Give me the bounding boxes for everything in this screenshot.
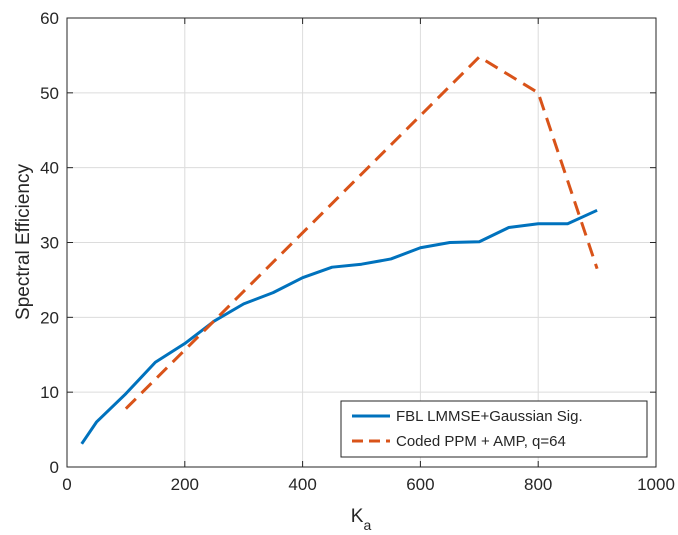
y-tick-label: 30 [40, 234, 59, 253]
x-tick-label: 200 [171, 475, 199, 494]
y-tick-label: 50 [40, 84, 59, 103]
legend-label-series-2: Coded PPM + AMP, q=64 [396, 433, 566, 450]
y-tick-label: 60 [40, 9, 59, 28]
series-group [80, 55, 599, 445]
series-line-1 [80, 208, 598, 445]
y-tick-label: 0 [50, 458, 59, 477]
x-axis-label: Ka [351, 506, 372, 533]
x-tick-label: 400 [288, 475, 316, 494]
y-tick-label: 10 [40, 383, 59, 402]
x-axis-label-subscript: a [363, 517, 371, 533]
x-axis-label-main: K [351, 506, 364, 527]
x-tick-label: 0 [62, 475, 71, 494]
legend-label-series-1: FBL LMMSE+Gaussian Sig. [396, 408, 583, 425]
x-tick-label: 800 [524, 475, 552, 494]
x-tick-label: 1000 [637, 475, 675, 494]
y-tick-label: 20 [40, 308, 59, 327]
legend: FBL LMMSE+Gaussian Sig. Coded PPM + AMP,… [340, 400, 648, 458]
y-axis-label: Spectral Efficiency [13, 164, 34, 320]
ticks-group: 0 200 400 600 800 1000 0 10 20 30 40 50 60 [40, 9, 675, 494]
y-tick-label: 40 [40, 159, 59, 178]
legend-box [340, 400, 648, 458]
grid [66, 17, 657, 468]
series-line-2 [124, 55, 599, 410]
x-tick-label: 600 [406, 475, 434, 494]
